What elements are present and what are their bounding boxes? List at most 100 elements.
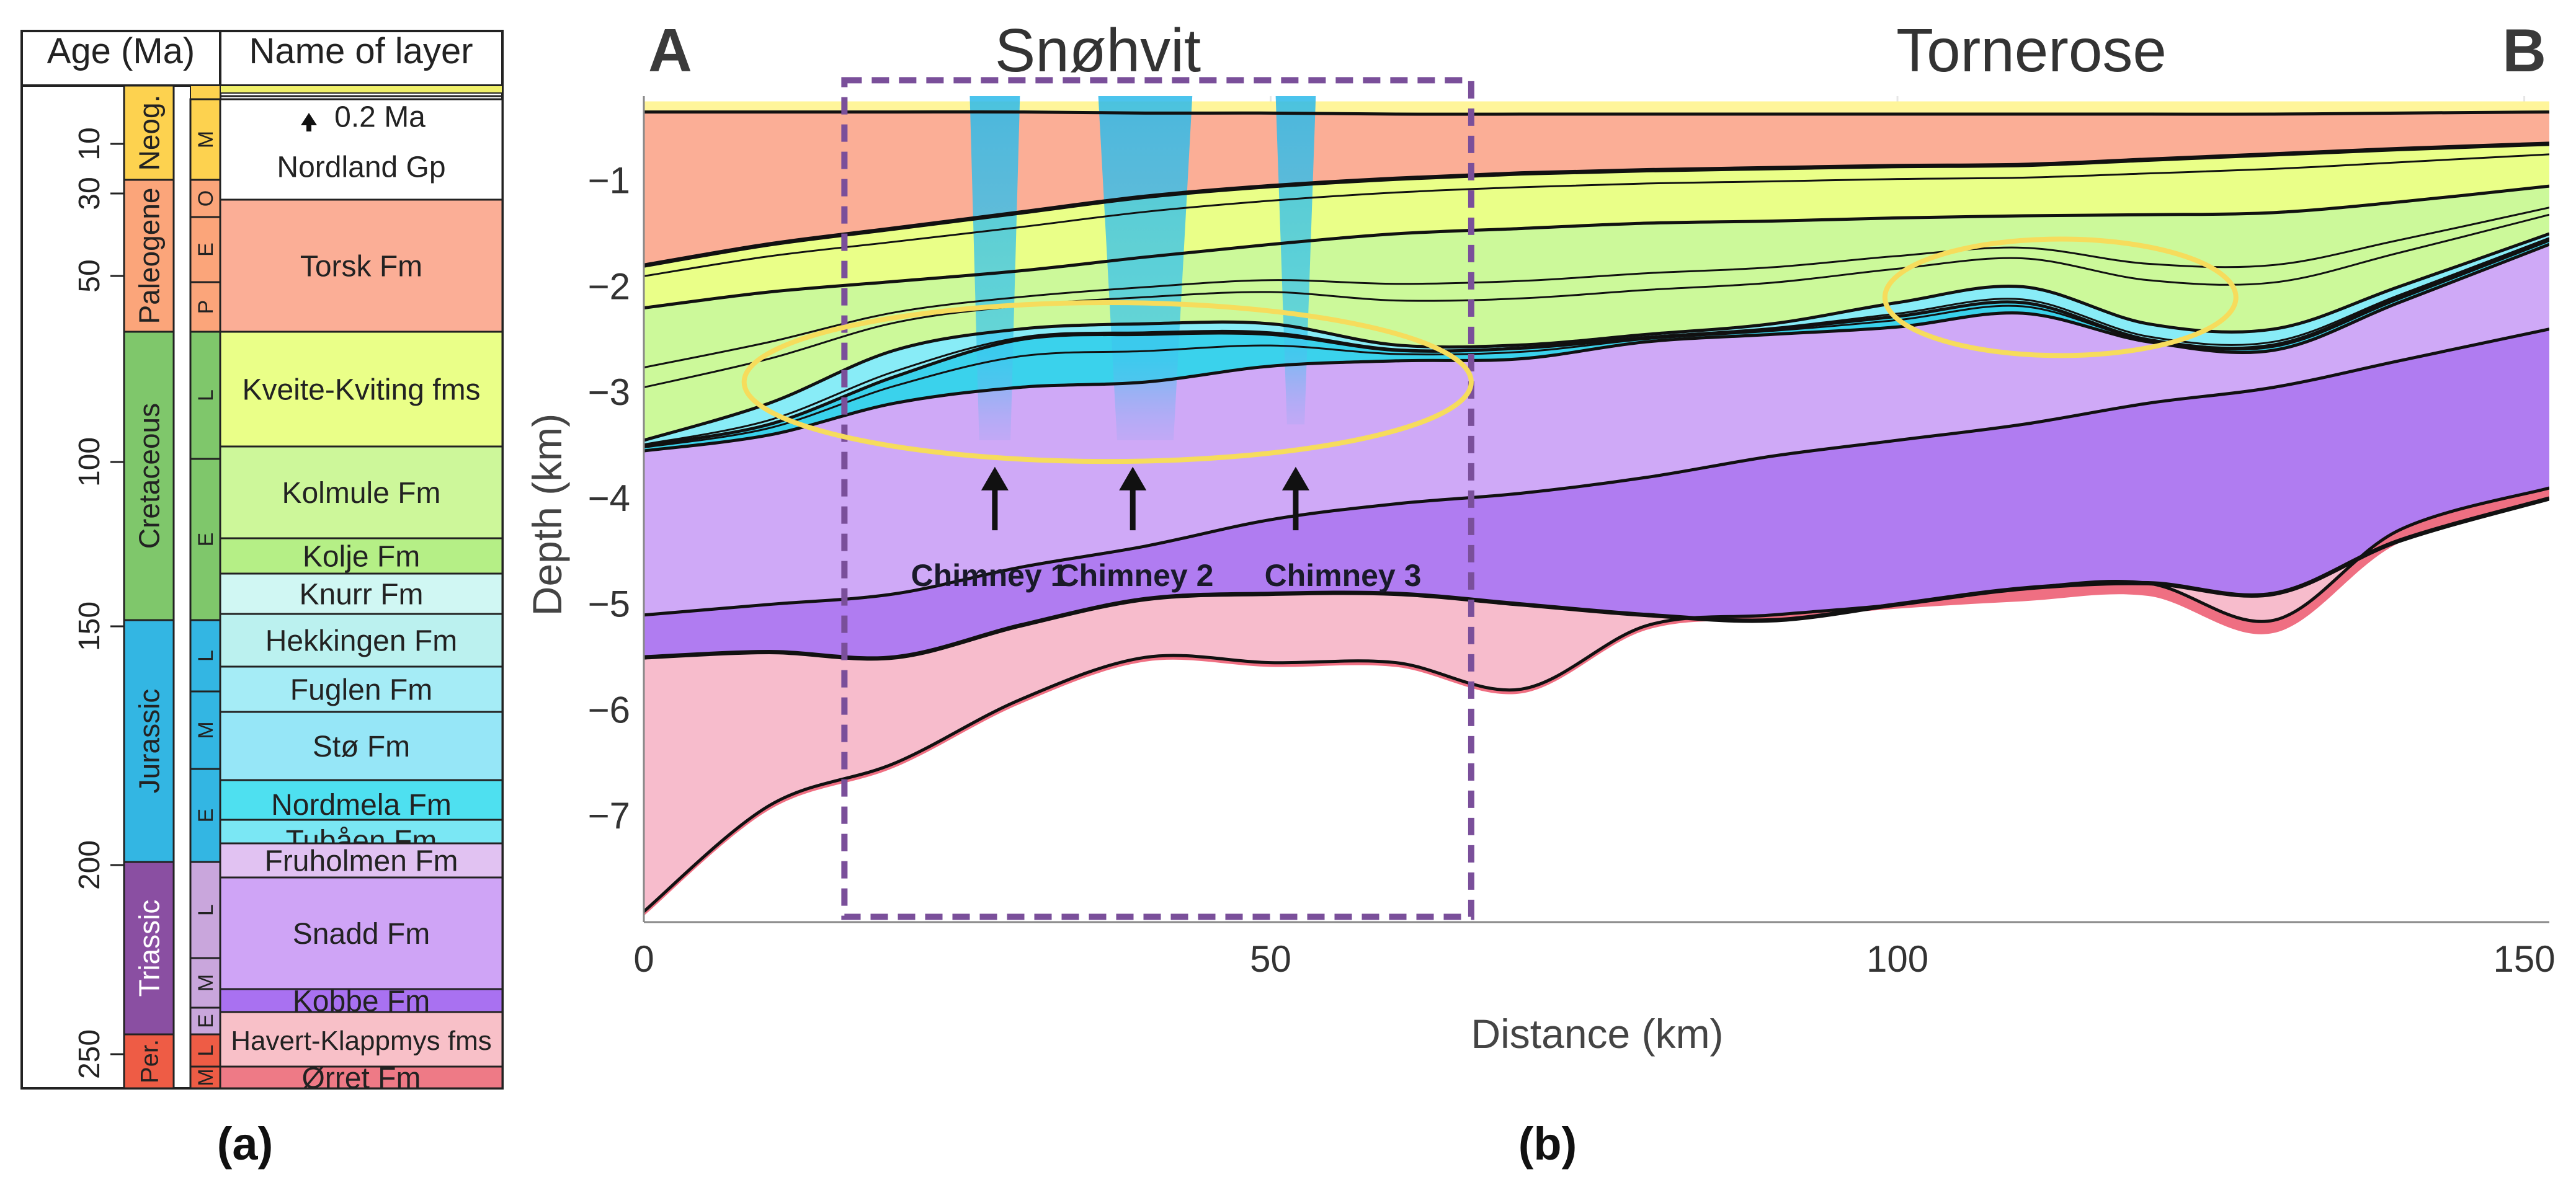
age-tick-label: 50 [73, 259, 106, 292]
layer-label-kolje-fm: Kolje Fm [303, 541, 420, 574]
layer-rret-fm [219, 1065, 504, 1090]
header-age: Age (Ma) [47, 31, 195, 71]
layer-kveite-kviting-fms [219, 331, 504, 448]
y-tick-label: −6 [588, 689, 630, 730]
layer-havert-klappmys-fms [219, 1011, 504, 1068]
layer-fill-kobbe-fm [644, 329, 2549, 659]
layer-hekkingen-fm [219, 613, 504, 668]
chimney-label-3: Chimney 3 [1265, 558, 1422, 593]
y-axis-title: Depth (km) [524, 414, 570, 616]
age-tick-label: 250 [73, 1029, 106, 1079]
study-area-box [841, 77, 1474, 920]
x-tick-label: 150 [2494, 938, 2556, 980]
horizon-snadd-fm [644, 327, 2549, 617]
epoch-label: M [194, 974, 218, 992]
layer-label-kolmule-fm: Kolmule Fm [282, 477, 440, 510]
layer-fill-kolmule-fm [644, 186, 2549, 440]
caption-a: (a) [217, 1118, 273, 1170]
section-start-label: A [648, 16, 692, 84]
horizon-torsk-fm [644, 141, 2549, 268]
x-tick-label: 100 [1866, 938, 1928, 980]
layer-st-fm [219, 711, 504, 781]
layer-label-hekkingen-fm: Hekkingen Fm [265, 625, 457, 658]
field-snohvit-label: Snøhvit [995, 16, 1201, 84]
layer-fill-snadd-fm [644, 244, 2549, 615]
chimney-label-2: Chimney 2 [1057, 558, 1214, 593]
layer-label-st-fm: Stø Fm [313, 730, 410, 763]
intra-horizon [644, 237, 2549, 446]
layer-snadd-fm [219, 876, 504, 990]
layer-nordmela-fm [219, 779, 504, 821]
layer-tub-en-fm [219, 819, 504, 845]
highlight-ellipse-2 [1882, 236, 2239, 358]
age-tick-label: 30 [73, 177, 106, 210]
layer-label-kveite-kviting-fms: Kveite-Kviting fms [242, 374, 480, 407]
epoch-label: M [194, 1068, 218, 1086]
caption-b: (b) [1518, 1118, 1577, 1170]
intra-horizon [644, 206, 2549, 369]
epoch-label: O [194, 190, 218, 206]
period-label-jurassic: Jurassic [133, 689, 166, 794]
chimney-label-1: Chimney 1 [911, 558, 1068, 593]
layer-label-nordmela-fm: Nordmela Fm [271, 789, 452, 822]
layer-label-knurr-fm: Knurr Fm [299, 579, 423, 611]
epoch-label: E [194, 242, 218, 257]
highlight-ellipse-1 [741, 300, 1474, 464]
horizon-havert-klappmys-fms [644, 486, 2549, 913]
epoch-label: M [194, 721, 218, 739]
layer-nordland-block [219, 98, 504, 201]
layer-top-strip [220, 85, 503, 94]
chimney-1 [969, 96, 1020, 440]
epoch-pliocene [190, 85, 221, 100]
epoch-label: E [194, 1014, 218, 1028]
y-tick-label: −5 [588, 584, 630, 625]
intra-horizon [644, 213, 2549, 389]
age-tick-label: 100 [73, 437, 106, 487]
epoch-label: L [194, 389, 218, 401]
period-per [123, 1033, 175, 1090]
y-tick-label: −3 [588, 371, 630, 413]
epoch-cell [189, 458, 221, 621]
period-column: Neog. Paleogene Cretaceous Jurassic Triassic… [123, 84, 175, 1090]
chimney-2 [1098, 96, 1193, 440]
y-tick-label: −4 [588, 477, 630, 519]
chart-axes: 0 50 100 150 −1 −2 −3 −4 −5 −6 −7 [588, 96, 2556, 980]
layer-knurr-fm [219, 572, 504, 615]
section-end-label: B [2502, 16, 2546, 84]
x-tick-label: 0 [633, 938, 654, 980]
intra-horizon [644, 153, 2549, 277]
epoch-cell [189, 98, 221, 181]
y-tick-label: −7 [588, 795, 630, 837]
layer-fill-orret-band [644, 487, 2549, 916]
epoch-label: P [194, 300, 218, 314]
epoch-cell [189, 216, 221, 283]
age-tick-label: 150 [73, 602, 106, 651]
period-cretaceous [123, 331, 175, 621]
chimney-3 [1275, 96, 1316, 425]
x-tick-label: 50 [1250, 938, 1291, 980]
epoch-label: E [194, 809, 218, 823]
period-label-triassic: Triassic [133, 900, 166, 997]
epoch-label: E [194, 533, 218, 547]
y-tick-label: −1 [588, 160, 630, 202]
period-neog [123, 84, 175, 181]
horizon-kobbe-fm [644, 496, 2549, 661]
epoch-label: M [194, 131, 218, 148]
up-arrow-icon [981, 466, 1009, 491]
age-axis: 10 30 50 100 150 200 250 [73, 127, 124, 1079]
period-triassic [123, 861, 175, 1036]
y-tick-label: −2 [588, 265, 630, 307]
horizon-nordland-gp [644, 110, 2549, 116]
layer-label-fuglen-fm: Fuglen Fm [290, 674, 432, 707]
field-tornerose-label: Tornerose [1896, 16, 2167, 84]
layer-fruholmen-fm [219, 842, 504, 879]
epoch-cell [189, 331, 221, 460]
x-axis-title: Distance (km) [1471, 1011, 1723, 1057]
layer-label-snadd-fm: Snadd Fm [293, 918, 430, 951]
period-jurassic [123, 619, 175, 863]
epoch-cell [189, 619, 221, 693]
epoch-cell [189, 861, 221, 959]
